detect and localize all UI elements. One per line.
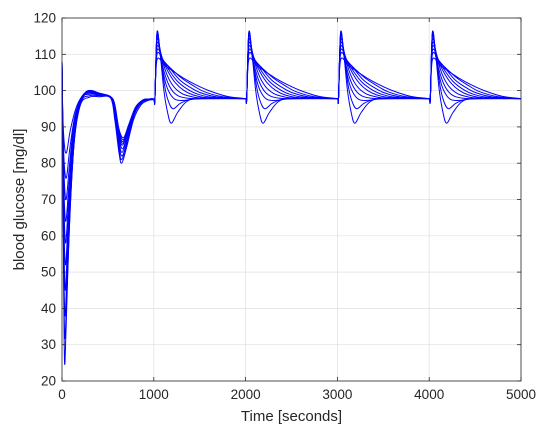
axis-ticks xyxy=(61,17,522,382)
y-tick-label: 120 xyxy=(33,11,56,26)
series-layer xyxy=(61,30,522,365)
axis-tick-labels: 0 1000 2000 3000 4000 5000 20 30 40 50 60 70 80 90 100… xyxy=(33,11,536,403)
y-tick-label: 70 xyxy=(41,192,56,207)
x-tick-label: 1000 xyxy=(139,387,169,402)
y-tick-label: 40 xyxy=(41,301,56,316)
y-tick-label: 20 xyxy=(41,374,56,389)
x-tick-label: 5000 xyxy=(506,387,536,402)
series-line xyxy=(61,57,522,154)
y-tick-label: 90 xyxy=(41,119,56,134)
y-tick-label: 30 xyxy=(41,337,56,352)
y-tick-label: 100 xyxy=(33,83,56,98)
y-axis-label: blood glucose [mg/dl] xyxy=(11,129,28,271)
x-tick-label: 3000 xyxy=(322,387,352,402)
y-tick-label: 110 xyxy=(34,47,56,62)
x-tick-label: 4000 xyxy=(414,387,444,402)
x-tick-label: 0 xyxy=(58,387,66,402)
y-tick-label: 60 xyxy=(41,228,56,243)
x-axis-label: Time [seconds] xyxy=(241,408,342,425)
x-tick-label: 2000 xyxy=(231,387,261,402)
y-tick-label: 80 xyxy=(41,156,56,171)
y-tick-label: 50 xyxy=(41,265,56,280)
